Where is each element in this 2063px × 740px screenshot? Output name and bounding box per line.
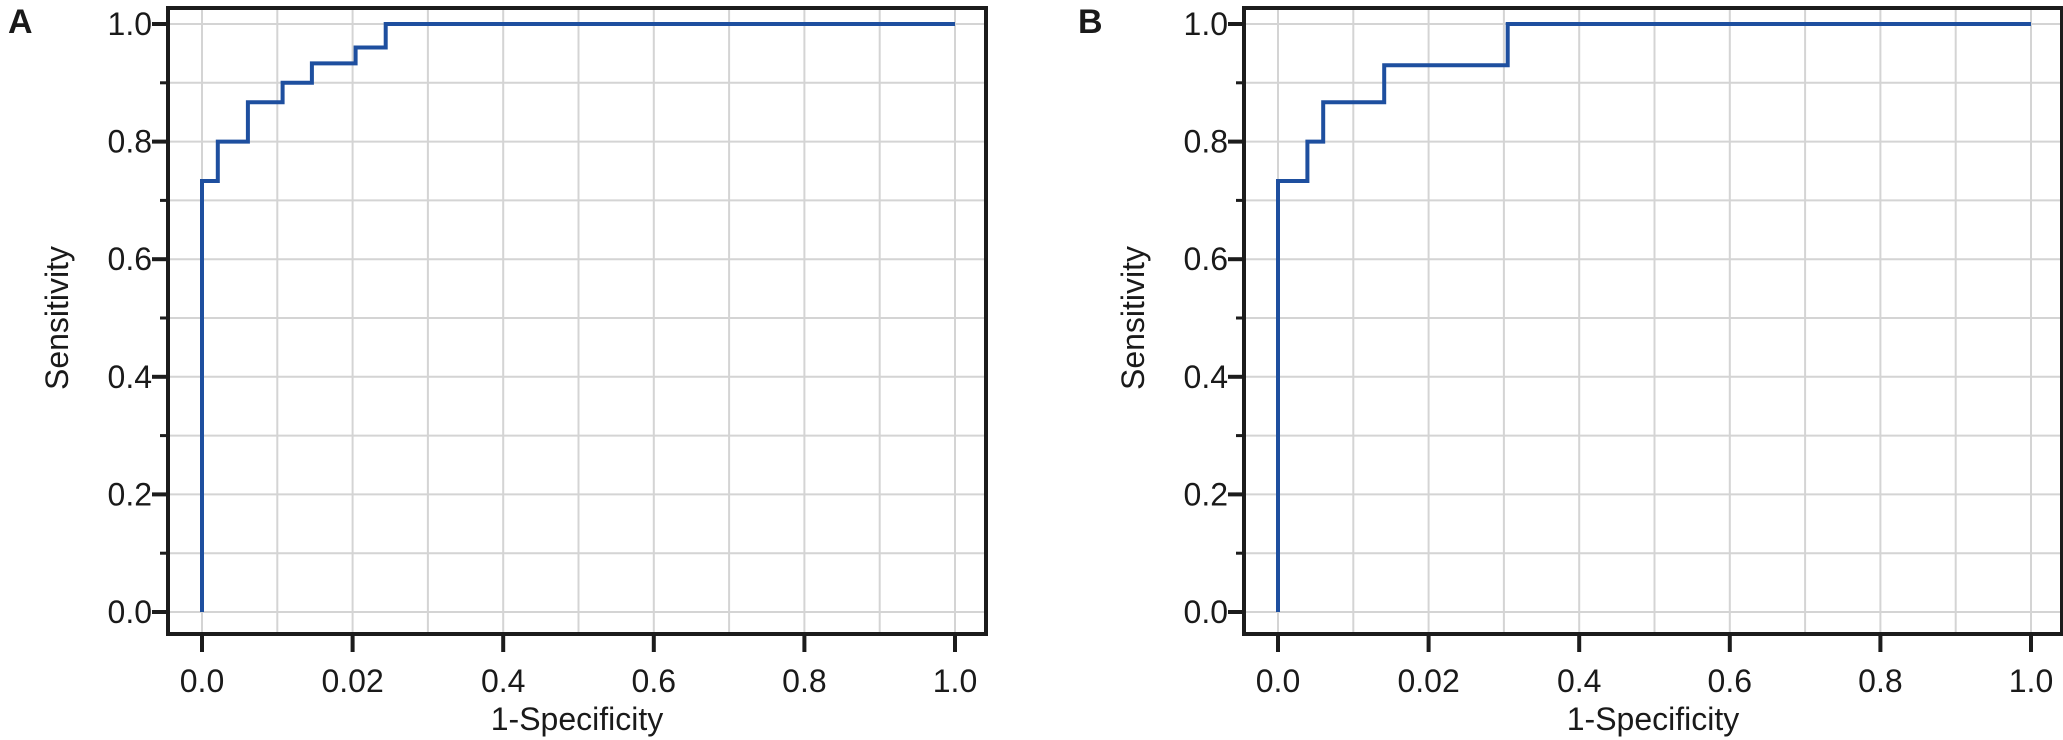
panel-a-y-tick-label: 0.8 [108,124,152,160]
panel-b-x-tick-label: 0.4 [1557,663,1601,699]
panel-b-x-tick-label: 0.8 [1858,663,1902,699]
panel-a-x-tick-label: 0.8 [782,663,826,699]
panel-a-y-tick-label: 0.0 [108,594,152,630]
panel-b-x-tick-label: 0.0 [1256,663,1300,699]
panel-b-y-tick-label: 0.4 [1184,359,1228,395]
panel-a-roc-curve [200,22,955,612]
panel-a-plot-box [166,6,988,636]
panel-a-x-tick-label: 1.0 [933,663,977,699]
panel-a-y-tick-label: 0.6 [108,241,152,277]
panel-b-y-axis-title: Sensitivity [1115,246,1151,390]
panel-b-y-tick-label: 0.0 [1184,594,1228,630]
panel-a-y-tick-label: 1.0 [108,6,152,42]
panel-b-roc-curve [1276,22,2031,612]
panel-a-y-tick-label: 0.2 [108,476,152,512]
panel-b-y-tick-label: 0.6 [1184,241,1228,277]
panel-a-x-tick-label: 0.4 [481,663,525,699]
panel-b-x-tick-label: 0.02 [1397,663,1459,699]
panel-b-x-tick-label: 1.0 [2009,663,2053,699]
panel-a-x-axis-title: 1-Specificity [491,701,664,737]
panel-a-x-tick-label: 0.6 [632,663,676,699]
panel-b-plot-box [1242,6,2063,636]
panel-b-y-tick-label: 0.2 [1184,476,1228,512]
panel-b-x-axis-title: 1-Specificity [1567,701,1740,737]
panel-a-y-axis-title: Sensitivity [39,246,75,390]
panel-b-y-tick-label: 1.0 [1184,6,1228,42]
panel-b-y-tick-label: 0.8 [1184,124,1228,160]
panel-a-x-tick-label: 0.0 [180,663,224,699]
panel-b-x-tick-label: 0.6 [1708,663,1752,699]
panel-a-panel-letter: A [8,3,33,41]
panel-a-x-tick-label: 0.02 [321,663,383,699]
panel-a-y-tick-label: 0.4 [108,359,152,395]
panel-b-panel-letter: B [1078,3,1103,41]
